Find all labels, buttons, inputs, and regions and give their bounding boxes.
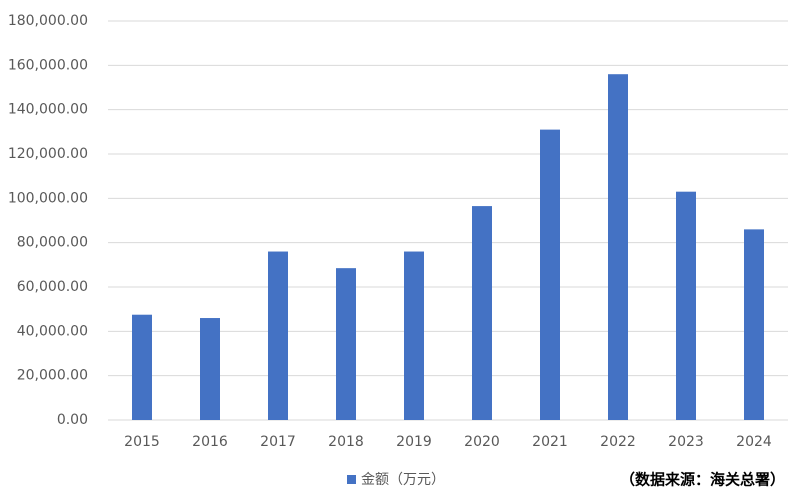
y-tick-label: 140,000.00 xyxy=(8,102,88,118)
y-tick-label: 40,000.00 xyxy=(17,323,88,339)
x-tick-label: 2024 xyxy=(736,434,772,450)
y-tick-label: 60,000.00 xyxy=(17,279,88,295)
legend-label: 金额（万元） xyxy=(361,472,445,488)
y-tick-label: 20,000.00 xyxy=(17,368,88,384)
legend-swatch xyxy=(347,475,356,484)
source-note: （数据来源：海关总署） xyxy=(620,471,785,489)
y-tick-label: 180,000.00 xyxy=(8,13,88,29)
x-tick-label: 2017 xyxy=(260,434,296,450)
bar xyxy=(540,129,560,420)
bar xyxy=(744,229,764,420)
y-tick-label: 120,000.00 xyxy=(8,146,88,162)
bar xyxy=(200,318,220,420)
x-tick-label: 2022 xyxy=(600,434,636,450)
x-tick-label: 2018 xyxy=(328,434,364,450)
bar xyxy=(336,268,356,420)
x-tick-label: 2015 xyxy=(124,434,160,450)
x-tick-label: 2016 xyxy=(192,434,228,450)
bar xyxy=(268,251,288,420)
bar xyxy=(472,206,492,420)
x-tick-label: 2020 xyxy=(464,434,500,450)
y-tick-label: 100,000.00 xyxy=(8,190,88,206)
bar xyxy=(608,74,628,420)
x-tick-label: 2019 xyxy=(396,434,432,450)
x-tick-label: 2021 xyxy=(532,434,568,450)
bar xyxy=(404,251,424,420)
bar xyxy=(676,191,696,420)
bar xyxy=(132,314,152,420)
y-tick-label: 0.00 xyxy=(57,412,88,428)
y-tick-label: 160,000.00 xyxy=(8,57,88,73)
x-tick-label: 2023 xyxy=(668,434,704,450)
y-tick-label: 80,000.00 xyxy=(17,235,88,251)
